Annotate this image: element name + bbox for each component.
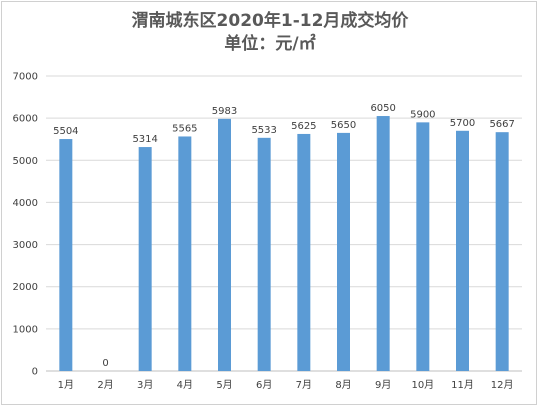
y-tick-label: 5000 — [13, 156, 38, 167]
data-label: 5983 — [212, 106, 237, 117]
x-tick-label: 11月 — [451, 379, 474, 391]
data-label: 0 — [102, 358, 108, 369]
data-label: 5700 — [450, 118, 475, 129]
data-label: 5900 — [410, 109, 435, 120]
x-tick-label: 3月 — [137, 379, 153, 391]
y-tick-label: 1000 — [13, 324, 38, 335]
x-tick-label: 12月 — [491, 379, 514, 391]
bar — [59, 139, 73, 371]
bar — [495, 132, 509, 371]
bar — [416, 122, 430, 371]
data-label: 5625 — [291, 121, 316, 132]
y-tick-label: 0 — [32, 367, 38, 378]
chart-title: 渭南城东区2020年1-12月成交均价 — [131, 11, 409, 31]
data-label: 5504 — [53, 126, 78, 137]
bar — [456, 130, 469, 371]
x-tick-label: 9月 — [375, 379, 391, 391]
bar — [376, 116, 390, 372]
bar — [297, 133, 311, 371]
bar — [178, 136, 192, 371]
y-tick-label: 4000 — [13, 198, 38, 209]
x-tick-label: 1月 — [58, 379, 74, 391]
y-tick-label: 3000 — [13, 240, 38, 251]
data-label: 5314 — [132, 134, 157, 145]
data-label: 5667 — [489, 119, 514, 130]
data-label: 5533 — [251, 125, 276, 136]
x-tick-label: 5月 — [216, 379, 232, 391]
x-tick-label: 6月 — [256, 379, 272, 391]
y-tick-label: 6000 — [13, 114, 38, 125]
data-label: 5565 — [172, 123, 197, 134]
data-label: 6050 — [370, 103, 395, 114]
bar — [337, 132, 350, 371]
chart-subtitle: 单位：元/㎡ — [224, 34, 316, 54]
x-tick-label: 10月 — [411, 379, 434, 391]
x-tick-label: 2月 — [97, 379, 113, 391]
x-tick-label: 4月 — [177, 379, 193, 391]
y-tick-label: 2000 — [13, 282, 38, 293]
y-tick-label: 7000 — [13, 72, 38, 83]
x-tick-label: 7月 — [296, 379, 312, 391]
bar — [257, 137, 271, 371]
bar — [138, 147, 152, 371]
bar — [218, 118, 231, 371]
x-tick-label: 8月 — [335, 379, 351, 391]
data-label: 5650 — [331, 120, 356, 131]
